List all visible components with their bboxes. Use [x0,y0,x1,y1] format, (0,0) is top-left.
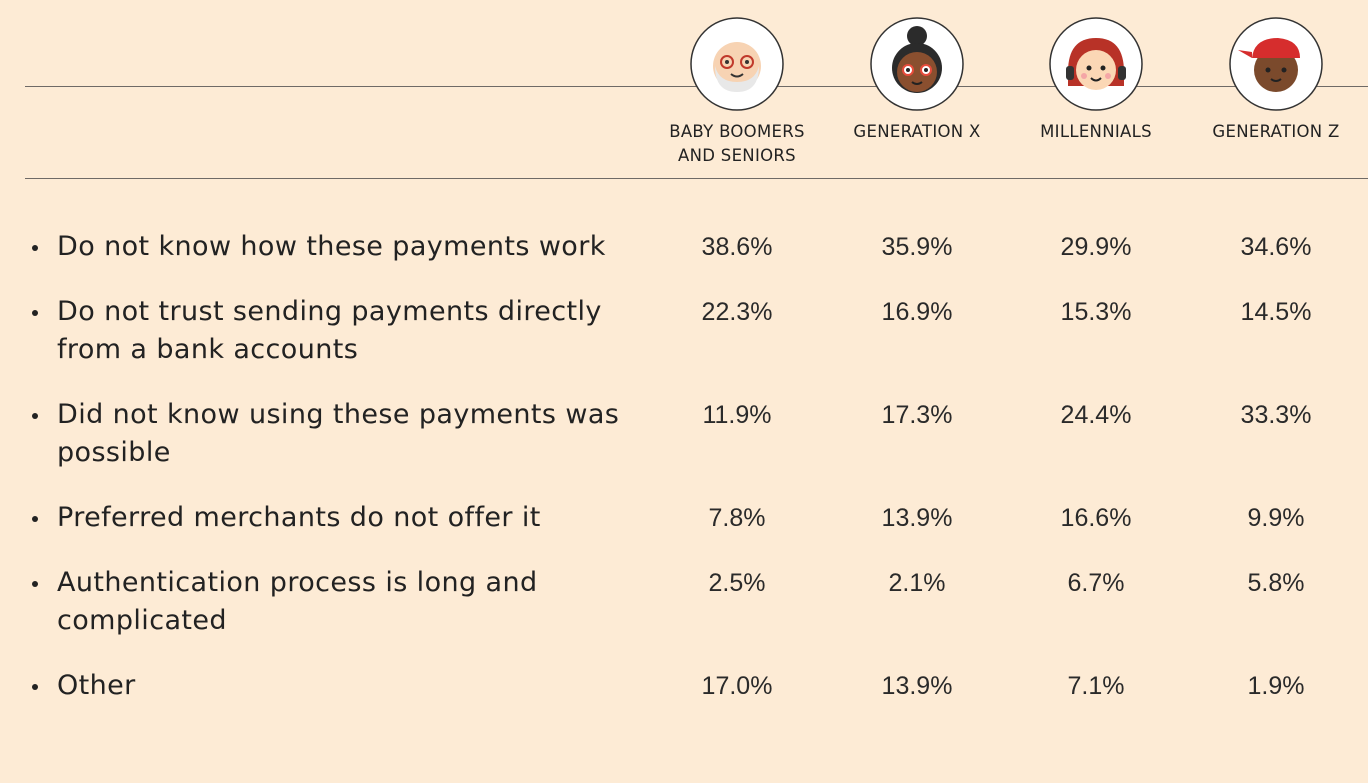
cell-value: 24.4% [1060,401,1132,429]
row-label: Do not know how these payments work [32,228,647,266]
cell-value: 9.9% [1247,504,1305,532]
cell-value: 2.1% [888,569,946,597]
table-row: Do not trust sending payments directly f… [0,293,1368,396]
table-row: Other 17.0% 13.9% 7.1% 1.9% [0,667,1368,732]
cell-value: 15.3% [1060,298,1132,326]
cell-value: 13.9% [881,672,953,700]
avatar-genz [1229,17,1323,111]
row-label: Other [32,667,647,705]
row-label: Preferred merchants do not offer it [32,499,647,537]
cell-value: 17.3% [881,401,953,429]
cell-value: 6.7% [1067,569,1125,597]
table-row: Did not know using these payments was po… [0,396,1368,499]
cell-value: 11.9% [702,401,772,429]
row-label: Do not trust sending payments directly f… [32,293,647,369]
cell-value: 7.8% [708,504,766,532]
table-row: Preferred merchants do not offer it 7.8% 1… [0,499,1368,564]
cell-value: 33.3% [1240,401,1312,429]
avatar-millennial [1049,17,1143,111]
cell-value: 2.5% [708,569,766,597]
column-header: GENERATION Z [1212,122,1340,141]
table-row: Authentication process is long and compl… [0,564,1368,667]
table-row: Do not know how these payments work 38.6%… [0,228,1368,293]
header-rule [25,178,1368,179]
cell-value: 22.3% [701,298,773,326]
cell-value: 16.6% [1060,504,1132,532]
row-label: Did not know using these payments was po… [32,396,647,472]
column-header: BABY BOOMERS AND SENIORS [669,122,805,165]
avatar-boomer [690,17,784,111]
cell-value: 13.9% [881,504,953,532]
avatar-genx [870,17,964,111]
column-header: MILLENNIALS [1040,122,1152,141]
cell-value: 17.0% [701,672,773,700]
row-label: Authentication process is long and compl… [32,564,647,640]
table-body: Do not know how these payments work 38.6%… [0,228,1368,732]
column-header: GENERATION X [853,122,981,141]
cell-value: 14.5% [1240,298,1312,326]
cell-value: 38.6% [701,233,773,261]
cell-value: 7.1% [1067,672,1125,700]
cell-value: 35.9% [881,233,953,261]
cell-value: 1.9% [1247,672,1305,700]
cell-value: 5.8% [1247,569,1305,597]
cell-value: 34.6% [1240,233,1312,261]
cell-value: 29.9% [1060,233,1132,261]
cell-value: 16.9% [881,298,953,326]
